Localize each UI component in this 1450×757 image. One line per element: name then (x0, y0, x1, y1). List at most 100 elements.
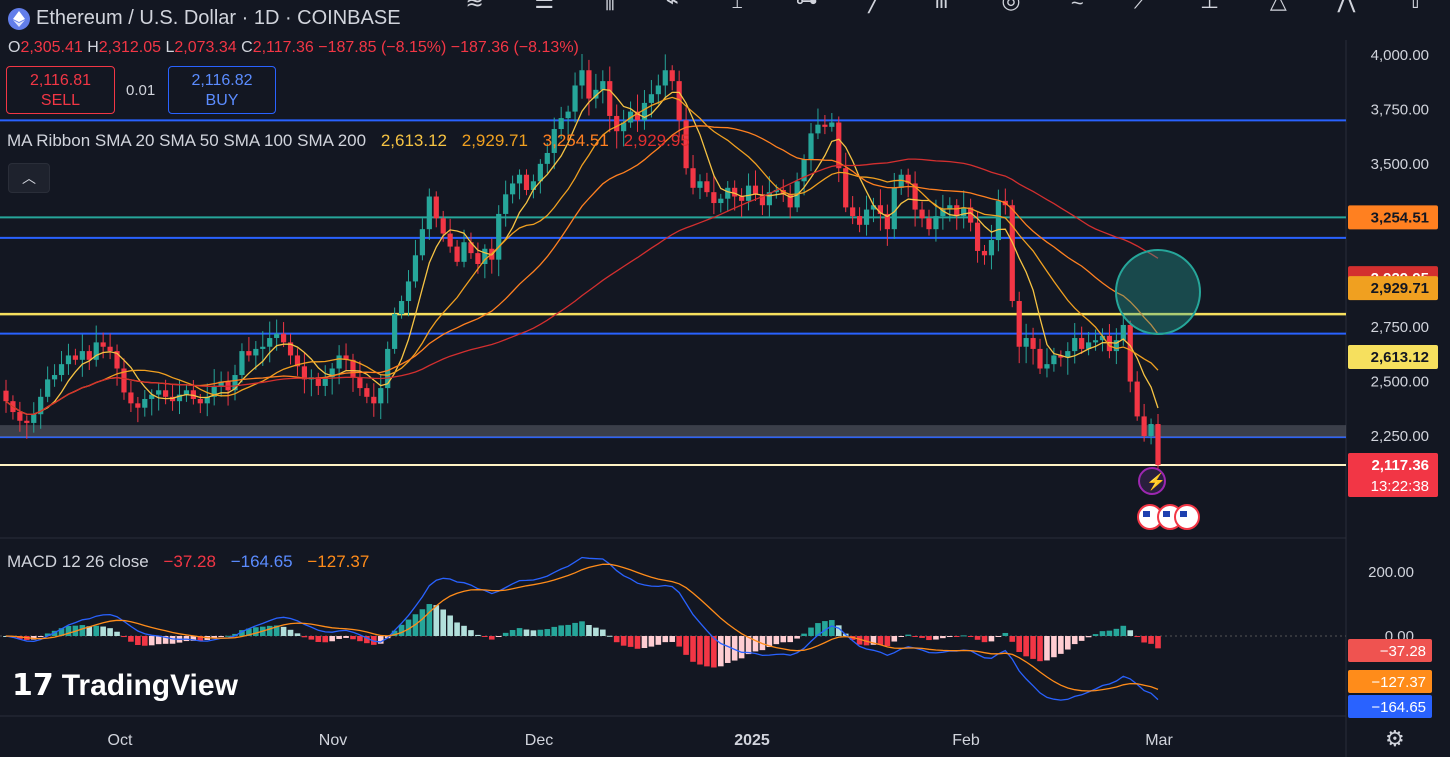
symbol-title[interactable]: Ethereum / U.S. Dollar · 1D · COINBASE (8, 7, 401, 30)
ma-ribbon-legend[interactable]: MA Ribbon SMA 20 SMA 50 SMA 100 SMA 200 … (7, 131, 700, 151)
macd-histogram-bar (926, 636, 932, 641)
settings-icon[interactable]: ⚙ (1385, 726, 1405, 751)
macd-histogram-bar (468, 630, 474, 636)
pitchfork-tool-icon[interactable]: ⋔ (932, 0, 951, 13)
lines-tool-icon[interactable]: ☰ (534, 0, 555, 13)
macd-histogram-bar (329, 636, 335, 642)
cursor-tool-icon[interactable]: 𝙸 (729, 0, 746, 13)
macd-histogram-bar (1085, 636, 1092, 638)
candle-body (898, 174, 904, 188)
macd-histogram-bar (815, 623, 821, 636)
sma50-badge (1348, 276, 1438, 301)
macd-histogram-bar (1016, 636, 1023, 652)
macd-histogram-bar (738, 636, 745, 659)
candle-body (669, 70, 675, 82)
candle-body (482, 248, 488, 265)
candle-body (856, 216, 863, 225)
candle-body (961, 207, 967, 217)
y-tick-label: 2,250.00 (1371, 428, 1429, 445)
macd-histogram-bar (162, 636, 169, 644)
candle-body (496, 213, 502, 260)
candle-body (1079, 338, 1085, 349)
macd-histogram-bar (593, 627, 599, 636)
macd-histogram-bar (502, 632, 509, 636)
candle-body (648, 94, 654, 103)
macd-histogram-bar (1141, 636, 1147, 643)
candle-body (822, 124, 828, 127)
arrow-tool-icon[interactable]: ⇧ (1406, 0, 1425, 13)
candle-body (1065, 351, 1071, 358)
range-tool-icon[interactable]: ⊶ (795, 0, 818, 13)
candles-tool-icon[interactable]: ⫼ (604, 0, 615, 13)
candle-body (280, 333, 287, 343)
sell-button[interactable]: 2,116.81 SELL (6, 66, 115, 114)
ma-ribbon-label: MA Ribbon SMA 20 SMA 50 SMA 100 SMA 200 (7, 131, 367, 150)
macd-histogram-bar (100, 626, 106, 636)
macd-histogram-bar (697, 636, 703, 665)
buy-button[interactable]: 2,116.82 BUY (168, 66, 276, 114)
candle-body (197, 398, 203, 404)
candle-body (988, 240, 995, 256)
fib-tool-icon[interactable]: ≋ (465, 0, 484, 13)
macd-histogram-bar (225, 635, 231, 637)
pattern-tool-icon[interactable]: ⋀ (1337, 0, 1356, 13)
circle-tool-icon[interactable]: ◎ (1001, 0, 1021, 13)
macd-histogram-bar (37, 636, 44, 638)
macd-histogram-bar (371, 636, 377, 645)
candle-body (343, 355, 349, 360)
macd-histogram-bar (717, 636, 724, 667)
macd-histogram-bar (280, 626, 287, 636)
path-tool-icon[interactable]: ⌁ (665, 0, 679, 13)
triangle-tool-icon[interactable]: △ (1269, 0, 1287, 13)
candle-body (981, 250, 988, 256)
candle-body (1113, 340, 1119, 352)
candle-body (836, 122, 842, 169)
brush-tool-icon[interactable]: ≈ (1071, 0, 1084, 13)
trendline-tool-icon[interactable]: ╱ (868, 0, 882, 13)
candle-body (1148, 424, 1154, 436)
candle-body (17, 412, 23, 421)
sma20-badge (1348, 344, 1438, 369)
candle-body (947, 205, 953, 210)
anchor-tool-icon[interactable]: ⊥ (1199, 0, 1220, 13)
y-tick-label: 2,750.00 (1371, 319, 1429, 336)
candle-body (905, 174, 911, 184)
macd-histogram-bar (301, 636, 308, 638)
macd-histogram-bar (447, 615, 453, 636)
macd-histogram-bar (1051, 636, 1057, 658)
candle-body (655, 85, 661, 95)
macd-histogram-bar (1037, 636, 1043, 662)
macd-histogram-bar (620, 636, 627, 646)
collapse-legend-button[interactable]: ︿ (8, 163, 50, 193)
candle-body (551, 129, 557, 153)
candle-body (1044, 364, 1050, 369)
ohlc-readout: O2,305.41 H2,312.05 L2,073.34 C2,117.36 … (8, 39, 579, 56)
candle-body (593, 89, 599, 99)
macd-histogram-bar (613, 636, 620, 643)
macd-histogram-bar (773, 636, 780, 645)
macd-histogram-bar (239, 630, 245, 636)
macd-histogram-bar (544, 629, 551, 636)
candle-body (371, 396, 377, 404)
candle-body (169, 396, 176, 402)
macd-histogram-bar (676, 636, 682, 647)
candle-body (523, 174, 530, 190)
sma100-value: 3,254.51 (542, 131, 609, 150)
macd-histogram-bar (58, 628, 65, 636)
macd-histogram-bar (308, 636, 315, 640)
candle-body (718, 198, 724, 204)
macd-histogram-bar (475, 634, 481, 636)
candle-body (704, 181, 710, 193)
macd-histogram-bar (1058, 636, 1064, 654)
macd-histogram-bar (287, 629, 294, 636)
macd-histogram-bar (940, 636, 946, 639)
macd-histogram-bar (856, 636, 863, 645)
candle-body (350, 359, 356, 378)
macd-histogram-bar (919, 636, 925, 638)
ray-tool-icon[interactable]: ⟋ (1133, 0, 1150, 13)
macd-legend[interactable]: MACD 12 26 close −37.28 −164.65 −127.37 (7, 552, 379, 572)
candle-body (621, 122, 627, 132)
candle-body (1120, 324, 1126, 341)
